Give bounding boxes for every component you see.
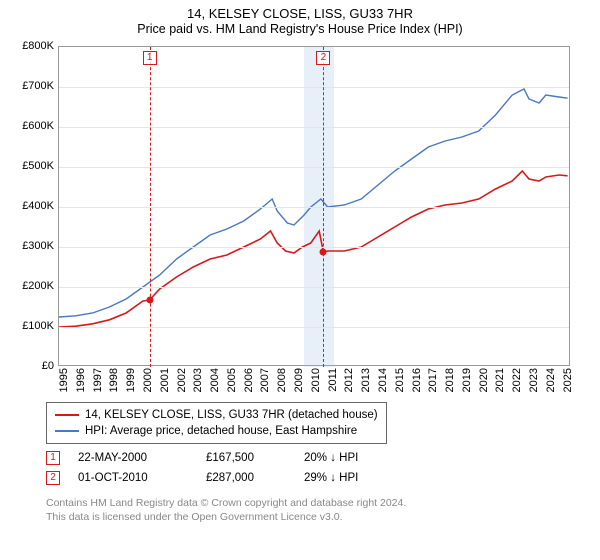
gridline bbox=[59, 247, 569, 248]
x-tick-label: 2018 bbox=[444, 368, 456, 392]
x-tick-label: 1999 bbox=[125, 368, 137, 392]
x-tick-label: 2006 bbox=[243, 368, 255, 392]
gridline bbox=[59, 207, 569, 208]
series-hpi bbox=[59, 89, 568, 317]
y-tick-label: £400K bbox=[4, 200, 54, 212]
x-tick-label: 2005 bbox=[226, 368, 238, 392]
x-tick-label: 2011 bbox=[327, 368, 339, 392]
sale-diff: 20% ↓ HPI bbox=[304, 448, 394, 468]
x-tick-label: 2012 bbox=[343, 368, 355, 392]
x-tick-label: 2009 bbox=[293, 368, 305, 392]
marker-vline bbox=[323, 47, 324, 367]
gridline bbox=[59, 287, 569, 288]
x-tick-label: 2023 bbox=[528, 368, 540, 392]
sale-diff: 29% ↓ HPI bbox=[304, 468, 394, 488]
gridline bbox=[59, 87, 569, 88]
x-tick-label: 1995 bbox=[58, 368, 70, 392]
x-tick-label: 2015 bbox=[394, 368, 406, 392]
sale-price: £167,500 bbox=[206, 448, 286, 468]
sale-date: 22-MAY-2000 bbox=[78, 448, 188, 468]
x-tick-label: 2022 bbox=[511, 368, 523, 392]
x-tick-label: 2000 bbox=[142, 368, 154, 392]
legend-label: HPI: Average price, detached house, East… bbox=[85, 423, 357, 439]
x-tick-label: 2013 bbox=[360, 368, 372, 392]
x-tick-label: 2010 bbox=[310, 368, 322, 392]
sale-date: 01-OCT-2010 bbox=[78, 468, 188, 488]
marker-dot bbox=[146, 297, 153, 304]
y-tick-label: £800K bbox=[4, 40, 54, 52]
legend-item: 14, KELSEY CLOSE, LISS, GU33 7HR (detach… bbox=[55, 407, 378, 423]
x-tick-label: 2003 bbox=[192, 368, 204, 392]
y-tick-label: £0 bbox=[4, 360, 54, 372]
x-tick-label: 2017 bbox=[427, 368, 439, 392]
series-property bbox=[59, 171, 568, 327]
legend-swatch bbox=[55, 430, 79, 432]
legend: 14, KELSEY CLOSE, LISS, GU33 7HR (detach… bbox=[46, 402, 387, 444]
footer-line2: This data is licensed under the Open Gov… bbox=[46, 510, 580, 524]
gridline bbox=[59, 327, 569, 328]
chart-container: 14, KELSEY CLOSE, LISS, GU33 7HR Price p… bbox=[0, 0, 600, 560]
title-block: 14, KELSEY CLOSE, LISS, GU33 7HR Price p… bbox=[0, 0, 600, 38]
x-tick-label: 2019 bbox=[461, 368, 473, 392]
x-tick-label: 2002 bbox=[176, 368, 188, 392]
y-tick-label: £700K bbox=[4, 80, 54, 92]
sale-marker-box: 2 bbox=[46, 471, 60, 485]
y-tick-label: £300K bbox=[4, 240, 54, 252]
x-tick-label: 2004 bbox=[209, 368, 221, 392]
legend-label: 14, KELSEY CLOSE, LISS, GU33 7HR (detach… bbox=[85, 407, 378, 423]
x-tick-label: 2021 bbox=[494, 368, 506, 392]
footer-line1: Contains HM Land Registry data © Crown c… bbox=[46, 496, 580, 510]
gridline bbox=[59, 127, 569, 128]
marker-box: 2 bbox=[316, 51, 330, 65]
legend-swatch bbox=[55, 414, 79, 416]
y-tick-label: £600K bbox=[4, 120, 54, 132]
x-tick-label: 1996 bbox=[75, 368, 87, 392]
sale-row: 2 01-OCT-2010 £287,000 29% ↓ HPI bbox=[46, 468, 394, 488]
x-tick-label: 2020 bbox=[478, 368, 490, 392]
footer-attribution: Contains HM Land Registry data © Crown c… bbox=[46, 496, 580, 524]
gridline bbox=[59, 167, 569, 168]
x-tick-label: 2008 bbox=[276, 368, 288, 392]
x-tick-label: 2007 bbox=[259, 368, 271, 392]
sale-row: 1 22-MAY-2000 £167,500 20% ↓ HPI bbox=[46, 448, 394, 468]
legend-item: HPI: Average price, detached house, East… bbox=[55, 423, 378, 439]
chart-subtitle: Price paid vs. HM Land Registry's House … bbox=[0, 22, 600, 36]
x-tick-label: 1997 bbox=[92, 368, 104, 392]
marker-dot bbox=[320, 249, 327, 256]
y-tick-label: £500K bbox=[4, 160, 54, 172]
sale-marker-box: 1 bbox=[46, 451, 60, 465]
marker-box: 1 bbox=[143, 51, 157, 65]
marker-vline bbox=[150, 47, 151, 367]
x-tick-label: 2024 bbox=[545, 368, 557, 392]
sale-price: £287,000 bbox=[206, 468, 286, 488]
x-tick-label: 2016 bbox=[411, 368, 423, 392]
x-tick-label: 2001 bbox=[159, 368, 171, 392]
chart-area: 12 £0£100K£200K£300K£400K£500K£600K£700K… bbox=[58, 46, 570, 366]
x-tick-label: 1998 bbox=[108, 368, 120, 392]
chart-title: 14, KELSEY CLOSE, LISS, GU33 7HR bbox=[0, 6, 600, 21]
plot-region: 12 bbox=[58, 46, 570, 366]
y-tick-label: £200K bbox=[4, 280, 54, 292]
x-tick-label: 2014 bbox=[377, 368, 389, 392]
sales-table: 1 22-MAY-2000 £167,500 20% ↓ HPI 2 01-OCT-201… bbox=[46, 448, 394, 488]
y-tick-label: £100K bbox=[4, 320, 54, 332]
x-tick-label: 2025 bbox=[562, 368, 574, 392]
